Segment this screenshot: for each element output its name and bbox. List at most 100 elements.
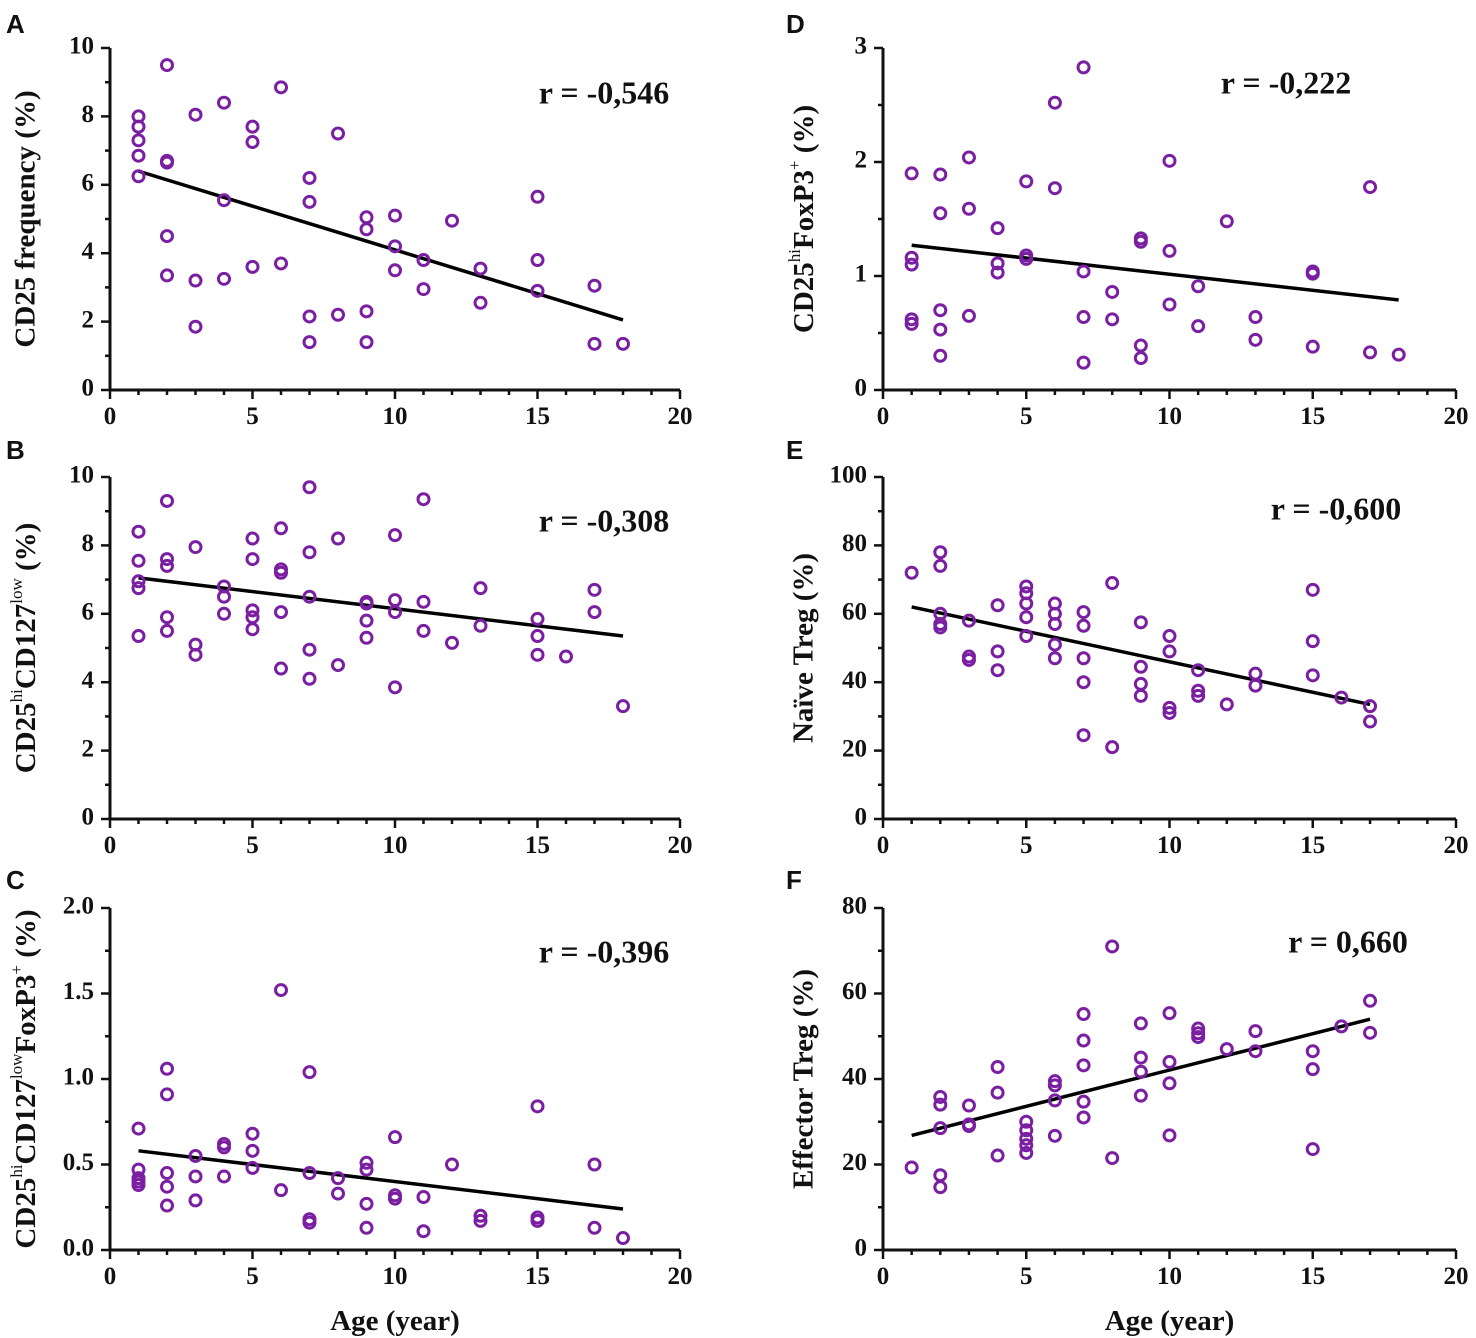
data-point <box>217 271 231 286</box>
data-point <box>1248 678 1263 693</box>
y-tick-label: 2 <box>855 147 868 174</box>
data-point <box>933 322 948 337</box>
data-point <box>217 1169 231 1184</box>
data-point <box>331 658 345 673</box>
y-tick-label: 100 <box>830 462 868 489</box>
data-point <box>388 208 402 223</box>
x-tick-label: 20 <box>668 832 693 859</box>
data-point <box>904 166 919 181</box>
panel-label: C <box>6 865 25 895</box>
data-point <box>131 133 146 148</box>
y-tick-label: 20 <box>842 1149 867 1176</box>
y-axis-title-part: CD25 <box>788 262 820 333</box>
x-tick-label: 15 <box>525 403 550 430</box>
data-point <box>473 618 488 633</box>
data-point <box>245 119 260 134</box>
data-point <box>302 589 317 604</box>
data-point <box>1076 60 1091 75</box>
correlation-label: r = 0,660 <box>1288 923 1408 959</box>
data-point <box>1162 700 1177 715</box>
data-point <box>274 80 288 95</box>
data-point <box>445 635 459 650</box>
data-point <box>1248 1024 1263 1039</box>
data-point <box>1334 690 1349 705</box>
x-tick-label: 5 <box>1020 1263 1033 1290</box>
y-tick-label: 10 <box>69 462 94 489</box>
data-point <box>1162 153 1177 168</box>
data-point <box>933 1180 948 1195</box>
data-point <box>160 155 174 170</box>
y-axis-title: Effector Treg (%) <box>788 969 820 1189</box>
regression-line <box>138 576 624 638</box>
y-tick-label: 6 <box>82 599 95 626</box>
data-point <box>1019 579 1034 594</box>
data-point <box>302 671 317 686</box>
data-point <box>1305 668 1320 683</box>
data-point <box>1305 634 1320 649</box>
data-point <box>1105 740 1120 755</box>
panel-b: B 0 2 4 6 8 10 0 5 10 15 20 CD25hiCD127low (%) r = -0… <box>6 435 693 859</box>
y-axis-title-part: CD127 <box>10 1079 42 1164</box>
data-point <box>331 307 345 322</box>
x-tick-label: 5 <box>246 832 259 859</box>
data-point <box>274 256 288 271</box>
data-point <box>530 253 545 268</box>
data-point <box>1363 714 1378 729</box>
x-tick-label: 0 <box>104 832 117 859</box>
x-tick-label: 10 <box>1157 832 1182 859</box>
data-point <box>904 257 919 272</box>
data-point <box>1133 351 1148 366</box>
data-point <box>331 1171 345 1186</box>
data-point <box>530 647 545 662</box>
x-tick-label: 10 <box>1157 1263 1182 1290</box>
data-point <box>530 629 545 644</box>
correlation-label: r = -0,600 <box>1271 490 1402 526</box>
data-point <box>131 629 146 644</box>
y-axis-title-part: FoxP3 <box>788 170 820 249</box>
y-tick-label: 60 <box>842 599 867 626</box>
data-point <box>1162 243 1177 258</box>
y-tick-label: 2 <box>82 306 95 333</box>
data-point <box>188 647 203 662</box>
data-point <box>160 1061 174 1076</box>
data-point <box>188 1193 203 1208</box>
y-tick-label: 1 <box>855 261 868 288</box>
data-point <box>359 1196 374 1211</box>
data-point <box>1162 705 1177 720</box>
data-point <box>904 316 919 331</box>
data-point <box>160 268 174 283</box>
data-point <box>359 210 374 225</box>
regression-line <box>911 605 1371 707</box>
data-point <box>131 119 146 134</box>
data-point <box>530 1099 545 1114</box>
data-point <box>1248 666 1263 681</box>
data-point <box>1105 284 1120 299</box>
data-point <box>359 630 374 645</box>
data-point <box>587 1220 602 1235</box>
data-point <box>530 283 545 298</box>
data-point <box>1133 1050 1148 1065</box>
data-point <box>331 126 345 141</box>
y-tick-label: 1.0 <box>63 1064 94 1091</box>
data-point <box>1019 1138 1034 1153</box>
data-point <box>445 213 459 228</box>
data-point <box>933 1121 948 1136</box>
data-point <box>302 1215 317 1230</box>
data-point <box>160 610 174 625</box>
data-point <box>331 1186 345 1201</box>
data-point <box>1076 651 1091 666</box>
data-point <box>990 1085 1005 1100</box>
data-point <box>160 58 174 73</box>
panel-label: D <box>786 9 805 39</box>
y-tick-label: 20 <box>842 735 867 762</box>
data-point <box>1105 576 1120 591</box>
data-point <box>217 606 231 621</box>
data-point <box>530 611 545 626</box>
x-tick-label: 15 <box>1300 1263 1325 1290</box>
data-point <box>416 253 431 268</box>
data-point <box>904 312 919 327</box>
data-point <box>1133 659 1148 674</box>
data-point <box>388 239 402 254</box>
y-tick-label: 3 <box>855 33 868 60</box>
data-point <box>530 1213 545 1228</box>
